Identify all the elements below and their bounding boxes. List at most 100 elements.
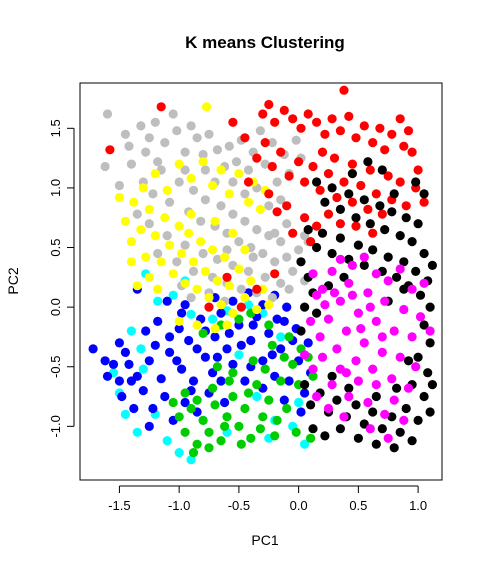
data-point <box>300 350 310 360</box>
data-point <box>210 216 220 226</box>
data-point <box>317 284 328 294</box>
data-point <box>196 237 206 247</box>
data-point <box>335 424 345 434</box>
data-point <box>192 284 202 294</box>
data-point <box>282 252 292 262</box>
data-point <box>126 376 136 386</box>
data-point <box>264 300 274 310</box>
data-point <box>210 332 220 342</box>
x-axis: -1.5 -1.0 -0.5 0.0 0.5 1.0 <box>108 485 427 513</box>
data-point <box>389 189 399 199</box>
data-point <box>138 183 148 193</box>
data-point <box>212 276 222 286</box>
data-point <box>153 316 163 326</box>
x-tick-label: 1.0 <box>409 498 427 513</box>
data-point <box>174 448 184 458</box>
data-point <box>136 344 146 354</box>
data-point <box>264 99 274 110</box>
data-point <box>174 221 184 231</box>
data-point <box>108 359 119 369</box>
data-point <box>279 395 289 405</box>
data-point <box>276 195 286 205</box>
data-point <box>186 121 196 131</box>
data-point <box>282 219 292 229</box>
data-point <box>153 296 163 306</box>
data-point <box>365 302 375 312</box>
data-point <box>264 395 274 405</box>
data-point <box>284 332 294 342</box>
data-point <box>306 400 316 410</box>
data-point <box>222 412 232 422</box>
data-point <box>208 383 218 393</box>
data-point <box>132 427 142 437</box>
data-point <box>392 383 402 393</box>
data-point <box>231 157 242 167</box>
data-point <box>228 296 238 306</box>
data-point <box>222 344 232 354</box>
data-point <box>300 388 310 398</box>
data-point <box>282 201 292 211</box>
data-point <box>413 219 423 229</box>
data-point <box>303 338 313 348</box>
data-point <box>276 237 286 247</box>
x-axis-label: PC1 <box>251 532 278 548</box>
data-point <box>368 228 378 238</box>
data-point <box>380 145 390 155</box>
data-point <box>153 248 163 259</box>
data-point <box>200 195 210 205</box>
data-point <box>188 257 199 267</box>
data-point <box>212 362 222 372</box>
data-point <box>234 350 244 360</box>
data-point <box>258 109 268 119</box>
data-point <box>306 433 316 443</box>
data-point <box>279 105 289 115</box>
data-point <box>186 173 196 183</box>
data-point <box>141 147 151 157</box>
data-point <box>236 302 246 312</box>
data-point <box>427 260 437 270</box>
data-point <box>204 427 214 437</box>
data-point <box>344 383 354 393</box>
data-point <box>329 153 340 163</box>
data-point <box>138 364 148 374</box>
data-point <box>132 209 142 219</box>
data-point <box>236 439 246 449</box>
y-tick-label: -1.0 <box>48 415 63 437</box>
data-point <box>363 397 373 408</box>
data-point <box>368 364 378 374</box>
data-point <box>415 312 426 322</box>
data-point <box>312 221 322 231</box>
data-point <box>365 165 375 175</box>
data-point <box>291 135 301 145</box>
data-point <box>371 391 381 402</box>
data-point <box>212 145 222 155</box>
data-point <box>129 197 139 207</box>
data-point <box>124 359 134 369</box>
data-point <box>353 240 363 250</box>
data-point <box>148 189 158 199</box>
data-point <box>332 344 342 354</box>
data-point <box>288 114 298 124</box>
data-point <box>395 427 405 437</box>
data-point <box>380 296 390 306</box>
data-point <box>270 431 280 441</box>
data-point <box>403 126 414 136</box>
data-point <box>375 201 385 211</box>
data-point <box>294 397 304 408</box>
y-tick-label: 1.5 <box>48 119 63 137</box>
data-point <box>377 165 387 175</box>
data-point <box>347 159 357 169</box>
data-point <box>427 380 437 390</box>
data-point <box>240 376 250 386</box>
data-point <box>308 424 318 434</box>
data-point <box>172 356 182 366</box>
data-point <box>359 260 369 270</box>
data-point <box>341 326 351 336</box>
data-point <box>180 165 190 175</box>
data-point <box>186 209 196 219</box>
data-point <box>375 123 385 133</box>
data-point <box>228 308 238 318</box>
data-point <box>264 189 274 199</box>
y-tick-label: -0.5 <box>48 356 63 378</box>
data-point <box>308 371 318 381</box>
